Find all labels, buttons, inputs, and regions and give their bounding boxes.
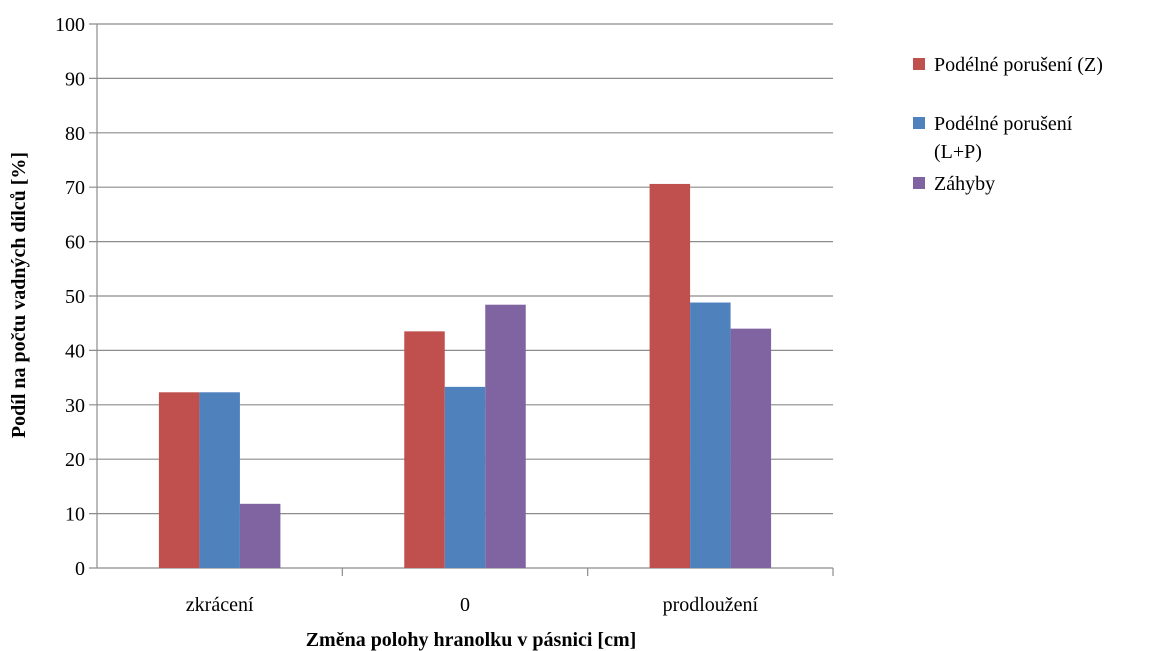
legend-label-3: Záhyby xyxy=(934,173,995,195)
legend-swatch-1 xyxy=(913,58,925,70)
y-tick-label: 100 xyxy=(55,14,85,36)
legend-label-1: Podélné porušení (Z) xyxy=(934,54,1103,76)
legend-swatch-2 xyxy=(913,117,925,129)
y-axis-title: Podíl na počtu vadných dílců [%] xyxy=(8,152,30,438)
y-tick-label: 50 xyxy=(65,286,85,308)
y-tick-label: 90 xyxy=(65,68,85,90)
x-tick-label: 0 xyxy=(460,594,470,616)
legend: Podélné porušení (Z) Podélné porušení (L+P… xyxy=(913,54,1103,195)
legend-swatch-3 xyxy=(913,177,925,189)
bar-3-1 xyxy=(239,503,281,568)
y-tick-label: 30 xyxy=(65,395,85,417)
axes xyxy=(96,24,834,576)
x-tick-label: zkrácení xyxy=(186,594,254,616)
bar-1-2 xyxy=(404,331,445,568)
x-tick-labels: zkrácení 0 prodloužení xyxy=(186,594,759,616)
y-tick-label: 80 xyxy=(65,123,85,145)
x-tick-label: prodloužení xyxy=(663,594,759,616)
bar-2-2 xyxy=(444,386,486,568)
bar-3-2 xyxy=(485,304,526,568)
y-tick-label: 0 xyxy=(75,558,85,580)
bar-3-3 xyxy=(730,328,772,568)
bars xyxy=(158,183,772,568)
y-tick-label: 10 xyxy=(65,504,85,526)
y-tick-label: 60 xyxy=(65,232,85,254)
y-tick-label: 20 xyxy=(65,449,85,471)
bar-2-3 xyxy=(690,302,731,568)
legend-label-2: Podélné porušení (L+P) xyxy=(934,113,1073,163)
x-axis-title: Změna polohy hranolku v pásnici [cm] xyxy=(306,629,637,651)
y-tick-label: 70 xyxy=(65,177,85,199)
y-tick-labels: 0 10 20 30 40 50 60 70 80 90 100 xyxy=(55,14,85,580)
bar-2-1 xyxy=(199,392,240,568)
bar-1-1 xyxy=(158,392,200,568)
bar-1-3 xyxy=(649,183,691,568)
y-tick-label: 40 xyxy=(65,340,85,362)
